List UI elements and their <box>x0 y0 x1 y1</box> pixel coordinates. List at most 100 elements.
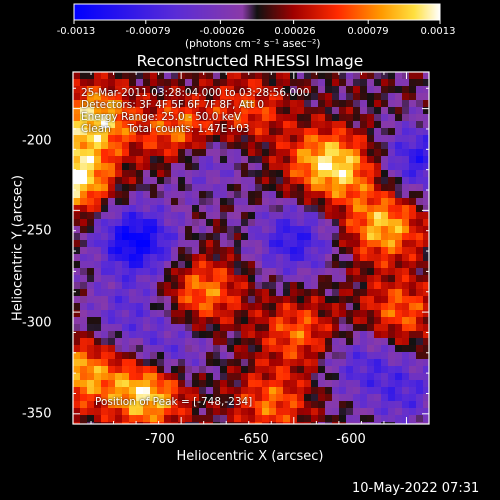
heatmap-cell <box>255 401 262 408</box>
heatmap-cell <box>409 79 416 86</box>
heatmap-cell <box>311 72 318 79</box>
heatmap-cell <box>255 198 262 205</box>
heatmap-cell <box>255 366 262 373</box>
heatmap-cell <box>409 128 416 135</box>
heatmap-cell <box>402 415 409 422</box>
heatmap-cell <box>423 394 429 401</box>
heatmap-cell <box>423 107 429 114</box>
heatmap-cell <box>87 415 94 422</box>
heatmap-cell <box>269 205 276 212</box>
heatmap-cell <box>416 233 423 240</box>
heatmap-cell <box>129 142 136 149</box>
heatmap-cell <box>402 387 409 394</box>
heatmap-cell <box>402 219 409 226</box>
heatmap-cell <box>388 317 395 324</box>
heatmap-cell <box>367 72 374 79</box>
heatmap-cell <box>227 289 234 296</box>
heatmap-cell <box>220 380 227 387</box>
heatmap-cell <box>409 345 416 352</box>
heatmap-cell <box>381 338 388 345</box>
heatmap-cell <box>290 317 297 324</box>
heatmap-cell <box>360 240 367 247</box>
heatmap-cell <box>227 135 234 142</box>
heatmap-cell <box>402 422 409 424</box>
heatmap-cell <box>367 380 374 387</box>
heatmap-cell <box>199 184 206 191</box>
heatmap-cell <box>332 142 339 149</box>
heatmap-cell <box>374 149 381 156</box>
heatmap-cell <box>255 352 262 359</box>
heatmap-cell <box>108 79 115 86</box>
x-tick-label: -600 <box>336 432 366 447</box>
heatmap-cell <box>283 191 290 198</box>
heatmap-cell <box>157 93 164 100</box>
heatmap-cell <box>297 352 304 359</box>
heatmap-cell <box>423 359 429 366</box>
heatmap-cell <box>283 247 290 254</box>
heatmap-cell <box>409 254 416 261</box>
heatmap-cell <box>423 275 429 282</box>
heatmap-cell <box>318 338 325 345</box>
heatmap-cell <box>367 282 374 289</box>
heatmap-cell <box>185 93 192 100</box>
heatmap-cell <box>402 261 409 268</box>
heatmap-cell <box>395 198 402 205</box>
heatmap-cell <box>374 212 381 219</box>
heatmap-cell <box>220 191 227 198</box>
heatmap-cell <box>108 100 115 107</box>
heatmap-cell <box>192 303 199 310</box>
heatmap-cell <box>164 352 171 359</box>
heatmap-cell <box>318 240 325 247</box>
heatmap-cell <box>150 72 157 79</box>
heatmap-cell <box>178 100 185 107</box>
heatmap-cell <box>206 303 213 310</box>
heatmap-cell <box>346 72 353 79</box>
heatmap-cell <box>374 107 381 114</box>
heatmap-cell <box>290 142 297 149</box>
heatmap-cell <box>346 107 353 114</box>
heatmap-cell <box>367 247 374 254</box>
heatmap-cell <box>374 261 381 268</box>
heatmap-cell <box>122 79 129 86</box>
heatmap-cell <box>241 401 248 408</box>
heatmap-cell <box>206 261 213 268</box>
heatmap-cell <box>143 86 150 93</box>
heatmap-cell <box>171 205 178 212</box>
heatmap-cell <box>171 240 178 247</box>
heatmap-cell <box>297 107 304 114</box>
heatmap-cell <box>423 373 429 380</box>
heatmap-cell <box>374 86 381 93</box>
heatmap-cell <box>94 107 101 114</box>
heatmap-cell <box>276 86 283 93</box>
heatmap-cell <box>346 352 353 359</box>
heatmap-cell <box>129 387 136 394</box>
heatmap-cell <box>234 128 241 135</box>
heatmap-cell <box>409 219 416 226</box>
heatmap-cell <box>108 212 115 219</box>
heatmap-cell <box>94 79 101 86</box>
heatmap-cell <box>213 359 220 366</box>
heatmap-cell <box>283 114 290 121</box>
heatmap-cell <box>332 121 339 128</box>
heatmap-cell <box>185 184 192 191</box>
heatmap-cell <box>101 226 108 233</box>
heatmap-cell <box>192 254 199 261</box>
heatmap-cell <box>360 121 367 128</box>
heatmap-cell <box>80 86 87 93</box>
heatmap-cell <box>262 394 269 401</box>
heatmap-cell <box>269 338 276 345</box>
heatmap-cell <box>311 324 318 331</box>
heatmap-cell <box>248 331 255 338</box>
heatmap-cell <box>108 114 115 121</box>
heatmap-cell <box>115 310 122 317</box>
heatmap-cell <box>353 303 360 310</box>
heatmap-cell <box>388 282 395 289</box>
heatmap-cell <box>311 310 318 317</box>
heatmap-cell <box>122 296 129 303</box>
heatmap-cell <box>325 163 332 170</box>
heatmap-cell <box>283 408 290 415</box>
heatmap-cell <box>248 114 255 121</box>
heatmap-cell <box>80 121 87 128</box>
heatmap-cell <box>269 121 276 128</box>
heatmap-cell <box>402 205 409 212</box>
